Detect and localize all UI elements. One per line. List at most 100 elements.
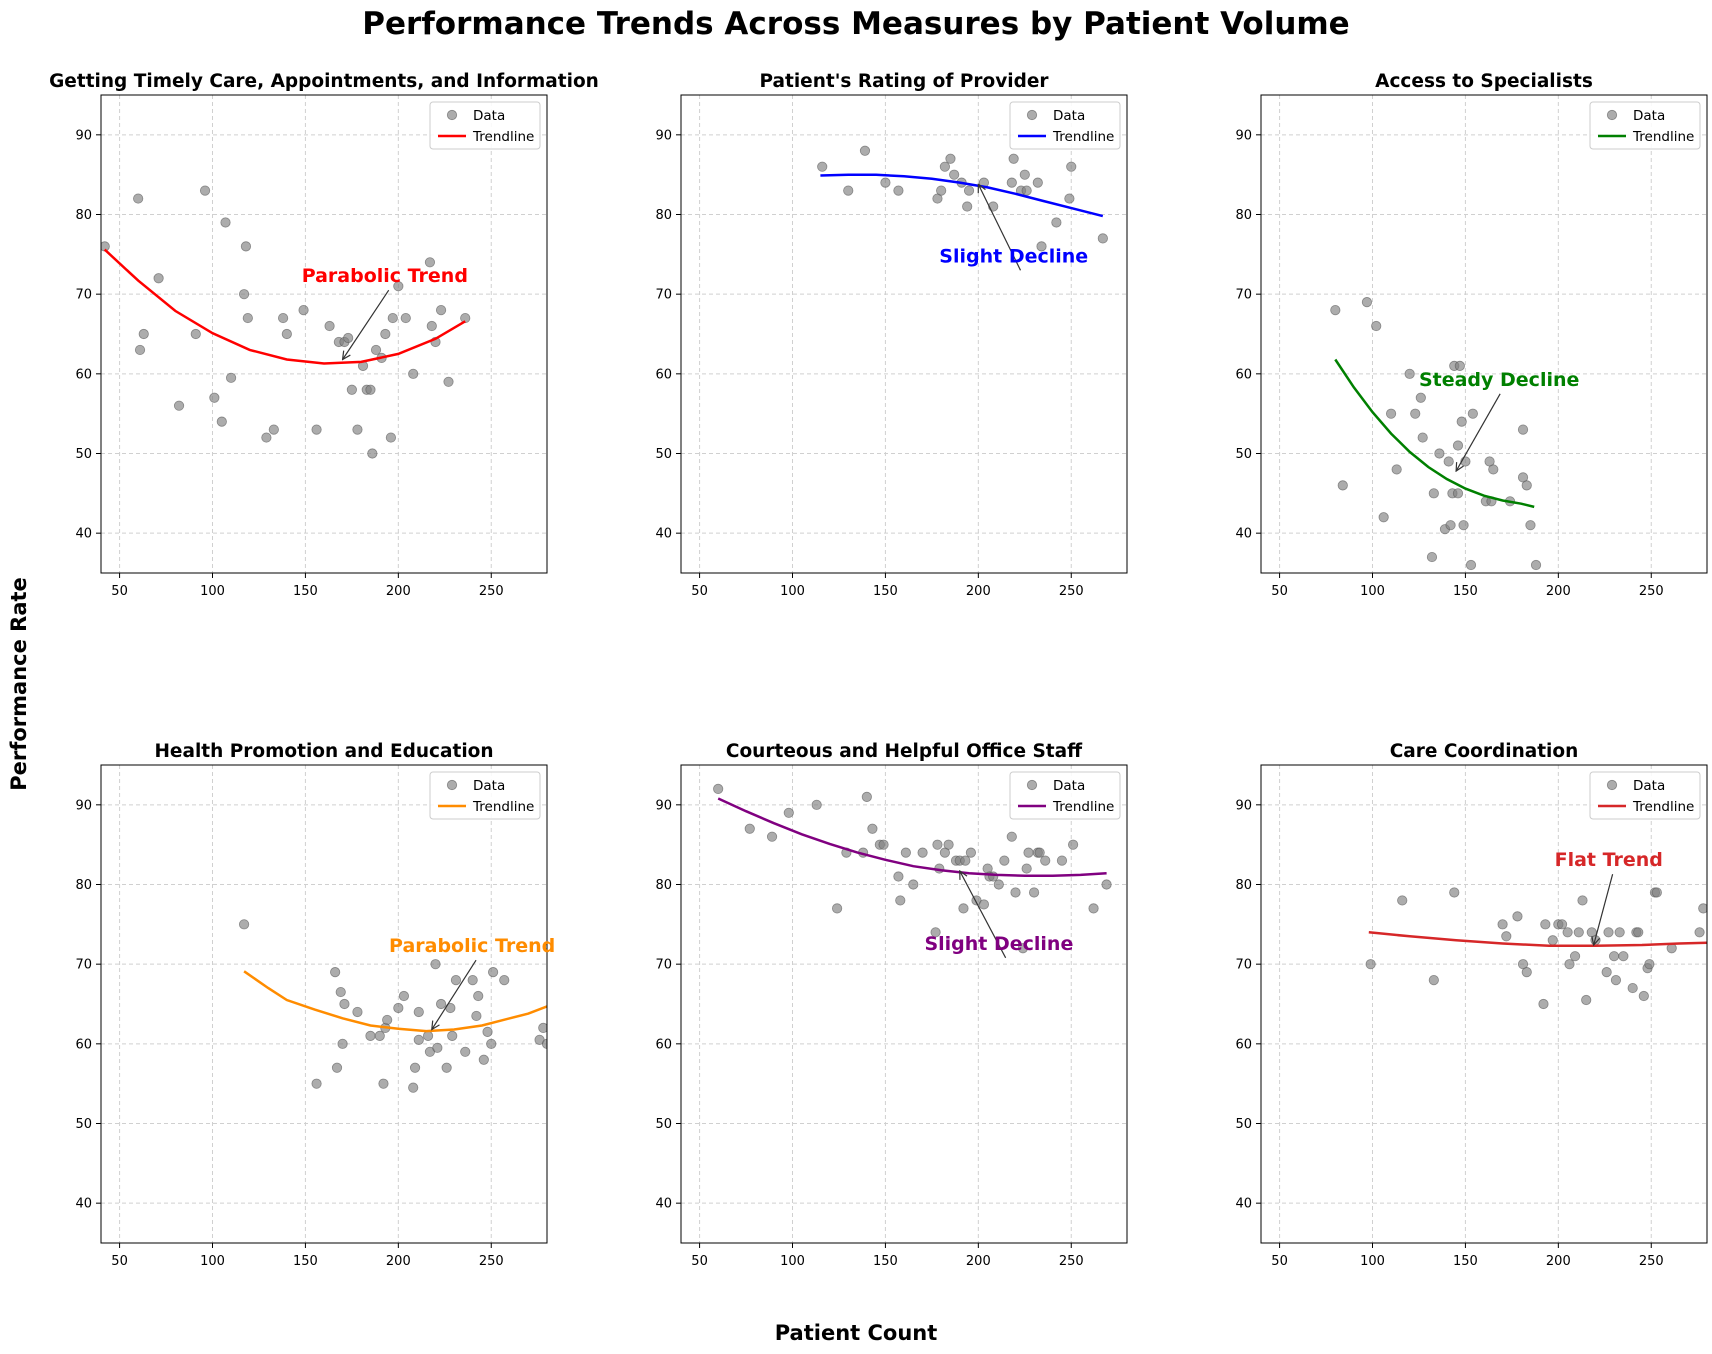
data-point xyxy=(878,839,889,850)
subplot-title: Health Promotion and Education xyxy=(154,741,493,762)
subplot: 50 100 150 200 250 40 50 60 70 80 90 Care Coordinat… xyxy=(1235,741,1708,1269)
y-tick-label: 50 xyxy=(655,1117,672,1132)
data-point xyxy=(443,376,454,387)
trendline xyxy=(820,173,1104,218)
x-tick-label: 50 xyxy=(111,1254,128,1269)
annotation-label: Steady Decline xyxy=(1419,369,1579,391)
data-point xyxy=(382,1014,393,1026)
data-point xyxy=(713,783,724,795)
annotation-label: Slight Decline xyxy=(924,933,1073,955)
data-point xyxy=(744,823,755,834)
x-tick-label: 150 xyxy=(293,1254,318,1269)
data-point xyxy=(1452,488,1464,499)
axes-frame xyxy=(680,764,1128,1244)
data-point xyxy=(783,807,794,818)
y-axis-label: Performance Rate xyxy=(7,577,31,791)
legend-marker-data xyxy=(1606,779,1618,791)
data-point xyxy=(488,967,499,978)
legend: Data Trendline xyxy=(1009,101,1121,150)
data-point xyxy=(1638,990,1649,1002)
data-point xyxy=(1337,480,1348,491)
y-tick-label: 60 xyxy=(655,367,672,382)
legend: Data Trendline xyxy=(1589,771,1701,820)
data-point xyxy=(281,328,292,340)
data-point xyxy=(932,839,943,850)
data-point xyxy=(400,312,411,324)
y-tick-label: 80 xyxy=(655,878,672,893)
data-point xyxy=(1434,448,1445,459)
data-point xyxy=(939,161,950,172)
legend: Data Trendline xyxy=(1009,771,1121,820)
data-point xyxy=(478,1054,489,1065)
data-point xyxy=(380,328,391,340)
x-tick-label: 50 xyxy=(1271,584,1288,599)
annotation-arrow xyxy=(1594,874,1614,945)
data-point xyxy=(1017,943,1029,954)
data-point xyxy=(1651,887,1662,898)
legend: Data Trendline xyxy=(429,771,541,820)
data-point xyxy=(1417,432,1428,443)
data-point xyxy=(339,998,350,1010)
data-point xyxy=(1378,512,1389,523)
data-point xyxy=(346,384,357,395)
data-point xyxy=(1064,193,1075,204)
annotation-arrow xyxy=(1456,393,1501,471)
x-tick-label: 50 xyxy=(691,584,708,599)
data-point xyxy=(917,847,928,858)
data-point xyxy=(422,1030,434,1041)
data-point xyxy=(409,1062,421,1073)
data-point xyxy=(930,927,941,938)
data-point xyxy=(1330,304,1341,316)
data-point xyxy=(999,855,1010,866)
data-point xyxy=(311,424,322,435)
data-point xyxy=(1371,320,1382,332)
data-point xyxy=(895,895,906,906)
x-tick-label: 150 xyxy=(873,584,898,599)
data-point xyxy=(1034,847,1045,858)
data-point xyxy=(432,1042,443,1053)
data-point xyxy=(398,990,410,1002)
data-point xyxy=(1698,903,1707,914)
x-tick-label: 50 xyxy=(111,584,128,599)
data-point xyxy=(435,304,447,316)
y-tick-label: 40 xyxy=(75,527,92,542)
data-point xyxy=(843,185,854,196)
legend-label: Trendline xyxy=(1632,799,1694,815)
data-point xyxy=(1066,161,1077,172)
legend-marker-data xyxy=(1026,109,1038,121)
axes-frame xyxy=(680,94,1128,574)
data-point xyxy=(1023,847,1034,858)
data-point xyxy=(1577,895,1588,906)
data-point xyxy=(1097,233,1108,244)
data-point xyxy=(240,241,252,252)
data-point xyxy=(199,185,211,196)
data-point xyxy=(173,400,185,411)
data-point xyxy=(893,185,904,196)
data-point xyxy=(1008,153,1019,164)
legend-label: Trendline xyxy=(1052,129,1114,145)
subplot: 50 100 150 200 250 40 50 60 70 80 90 Patient's Rati… xyxy=(655,71,1128,599)
legend-label: Trendline xyxy=(472,799,534,815)
x-tick-label: 250 xyxy=(1639,1254,1664,1269)
x-tick-label: 150 xyxy=(293,584,318,599)
data-point xyxy=(1538,998,1549,1010)
y-tick-label: 80 xyxy=(1235,878,1252,893)
subplot: 50 100 150 200 250 40 50 60 70 80 90 Access to Spec… xyxy=(1235,71,1708,599)
data-point xyxy=(134,344,146,356)
annotation-label: Flat Trend xyxy=(1555,849,1663,871)
data-point xyxy=(1618,951,1629,962)
subplot-title: Getting Timely Care, Appointments, and I… xyxy=(49,71,599,92)
data-point xyxy=(1603,927,1614,938)
data-point xyxy=(1036,241,1047,252)
data-point xyxy=(482,1026,493,1037)
data-point xyxy=(1467,408,1478,419)
data-point xyxy=(1530,559,1542,571)
x-tick-label: 150 xyxy=(873,1254,898,1269)
subplot: 50 100 150 200 250 40 50 60 70 80 90 Getting Timely… xyxy=(49,71,599,599)
data-point xyxy=(1426,551,1438,563)
data-point xyxy=(859,145,871,156)
data-point xyxy=(880,177,891,188)
data-point xyxy=(1404,368,1415,379)
data-point xyxy=(486,1038,497,1049)
data-point xyxy=(1452,440,1464,451)
